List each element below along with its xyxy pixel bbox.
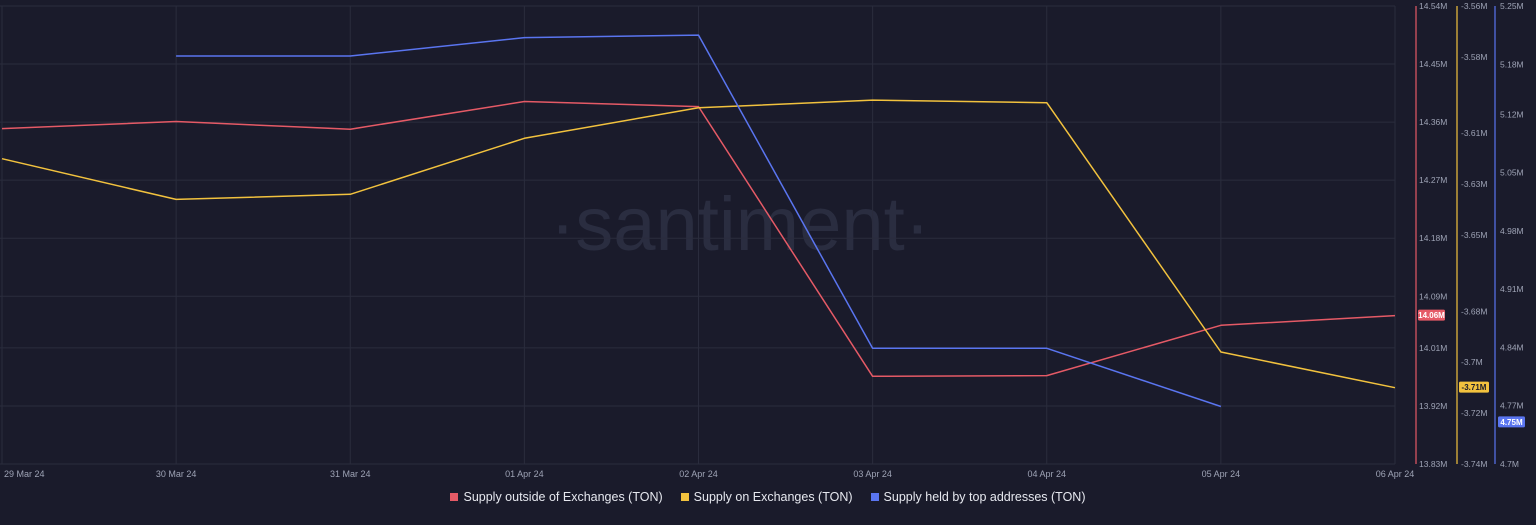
- x-tick-label: 06 Apr 24: [1376, 469, 1415, 479]
- x-tick-label: 29 Mar 24: [4, 469, 45, 479]
- legend-label-top-addresses: Supply held by top addresses (TON): [883, 490, 1086, 504]
- y-tick-label-left: 13.83M: [1419, 459, 1447, 469]
- legend-item-supply-on-exchanges[interactable]: Supply on Exchanges (TON): [680, 490, 853, 504]
- y-tick-label-middle: -3.74M: [1461, 459, 1487, 469]
- last-value-badge-1: [1459, 381, 1489, 393]
- y-tick-label-right: 4.84M: [1500, 342, 1524, 352]
- y-tick-label-right: 5.12M: [1500, 109, 1524, 119]
- x-tick-label: 30 Mar 24: [156, 469, 197, 479]
- y-tick-label-right: 4.77M: [1500, 401, 1524, 411]
- y-tick-label-middle: -3.56M: [1461, 1, 1487, 11]
- y-tick-label-left: 14.09M: [1419, 291, 1447, 301]
- legend-swatch-top-addresses: [870, 493, 879, 501]
- y-tick-label-middle: -3.68M: [1461, 306, 1487, 316]
- watermark-text: ·santiment·: [550, 182, 930, 267]
- y-tick-label-right: 4.98M: [1500, 226, 1524, 236]
- y-tick-label-right: 5.25M: [1500, 1, 1524, 11]
- y-tick-label-left: 14.27M: [1419, 175, 1447, 185]
- legend-label-on-exchanges: Supply on Exchanges (TON): [693, 490, 853, 504]
- y-tick-label-left: 14.45M: [1419, 59, 1447, 69]
- legend-item-supply-outside[interactable]: Supply outside of Exchanges (TON): [450, 490, 663, 504]
- x-tick-label: 05 Apr 24: [1202, 469, 1241, 479]
- x-tick-label: 02 Apr 24: [679, 469, 718, 479]
- series-line-1: [1, 99, 1396, 389]
- series-line-2: [176, 34, 1222, 408]
- chart-legend: Supply outside of Exchanges (TON) Supply…: [0, 490, 1536, 504]
- y-tick-label-right: 5.05M: [1500, 168, 1524, 178]
- legend-label-outside: Supply outside of Exchanges (TON): [463, 490, 663, 504]
- y-tick-label-middle: -3.72M: [1461, 408, 1487, 418]
- y-tick-label-right: 4.91M: [1500, 284, 1524, 294]
- y-tick-label-left: 14.36M: [1419, 117, 1447, 127]
- x-tick-label: 31 Mar 24: [330, 469, 371, 479]
- y-tick-label-right: 5.18M: [1500, 59, 1524, 69]
- y-tick-label-left: 14.18M: [1419, 233, 1447, 243]
- x-tick-label: 04 Apr 24: [1027, 469, 1066, 479]
- y-tick-label-middle: -3.65M: [1461, 230, 1487, 240]
- last-value-label-2: 4.75M: [1500, 418, 1523, 427]
- y-tick-label-middle: -3.61M: [1461, 128, 1487, 138]
- legend-item-top-addresses[interactable]: Supply held by top addresses (TON): [870, 490, 1086, 504]
- y-tick-label-middle: -3.58M: [1461, 52, 1487, 62]
- y-tick-label-left: 14.54M: [1419, 1, 1447, 11]
- last-value-badge-2: [1498, 416, 1525, 428]
- legend-swatch-outside: [450, 493, 459, 501]
- y-tick-label-middle: -3.7M: [1461, 357, 1483, 367]
- last-value-label-1: -3.71M: [1462, 383, 1487, 392]
- y-tick-label-left: 13.92M: [1419, 401, 1447, 411]
- legend-swatch-on-exchanges: [680, 493, 689, 501]
- y-tick-label-middle: -3.63M: [1461, 179, 1487, 189]
- series-line-0: [1, 100, 1396, 378]
- x-tick-label: 03 Apr 24: [853, 469, 892, 479]
- last-value-label-0: 14.06M: [1418, 311, 1445, 320]
- x-tick-label: 01 Apr 24: [505, 469, 544, 479]
- y-tick-label-left: 14.01M: [1419, 343, 1447, 353]
- y-tick-label-right: 4.7M: [1500, 459, 1519, 469]
- last-value-badge-0: [1418, 309, 1445, 321]
